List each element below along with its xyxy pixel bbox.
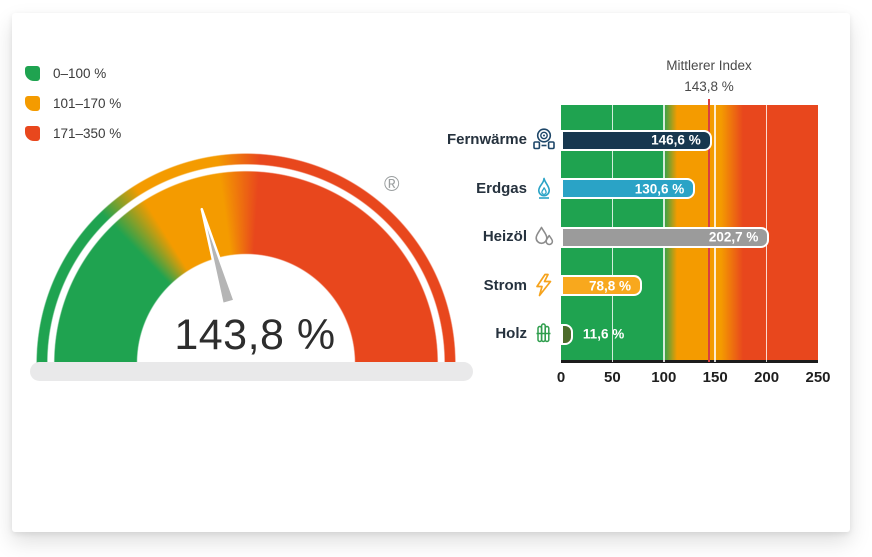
bar-strom: 78,8 % xyxy=(561,275,642,296)
bar-fernwrme: 146,6 % xyxy=(561,129,712,151)
bar-value-label: 78,8 % xyxy=(588,278,631,293)
x-tick-label: 0 xyxy=(556,369,566,386)
x-tick-label: 200 xyxy=(754,369,780,386)
bar-value-label: 11,6 % xyxy=(582,326,625,342)
legend-label: 171–350 % xyxy=(53,126,122,141)
infographic-card: 0–100 % 101–170 % 171–350 % 143,8 % ® Mitt… xyxy=(12,13,850,532)
legend-swatch-icon xyxy=(25,96,40,111)
gauge-needle xyxy=(200,207,236,306)
bar-value-label: 146,6 % xyxy=(651,132,701,148)
x-tick-label: 150 xyxy=(702,369,728,386)
gauge-ring xyxy=(36,153,456,364)
category-label-heizl: Heizöl xyxy=(482,228,527,245)
category-label-holz: Holz xyxy=(495,325,527,342)
bar-holz: 11,6 % xyxy=(561,323,624,345)
gauge-value: 143,8 % xyxy=(174,311,336,359)
lightning-icon xyxy=(530,272,558,300)
bar-chart-plot: 146,6 % 130,6 % 202,7 % 78,8 % 11,6 % xyxy=(561,99,818,363)
x-axis-baseline xyxy=(561,360,818,363)
legend-item: 171–350 % xyxy=(25,126,121,141)
gauge-needle-layer xyxy=(200,207,236,306)
legend: 0–100 % 101–170 % 171–350 % xyxy=(25,66,121,156)
category-label-strom: Strom xyxy=(483,276,527,294)
gauge: 143,8 % xyxy=(36,153,456,364)
district-heating-icon xyxy=(530,126,558,154)
chart-title-line2: 143,8 % xyxy=(684,79,734,94)
chart-title: Mittlerer Index 143,8 % xyxy=(666,55,752,97)
x-tick-label: 50 xyxy=(604,369,621,386)
legend-swatch-icon xyxy=(25,66,40,81)
gauge-base-bar xyxy=(30,362,473,381)
legend-item: 101–170 % xyxy=(25,96,121,111)
legend-swatch-icon xyxy=(25,126,40,141)
x-tick-label: 100 xyxy=(651,369,677,386)
registered-trademark-symbol: ® xyxy=(384,173,400,196)
oil-drops-icon xyxy=(530,223,558,251)
wood-icon xyxy=(530,320,558,348)
chart-title-line1: Mittlerer Index xyxy=(666,58,752,73)
legend-item: 0–100 % xyxy=(25,66,121,81)
category-label-fernwrme: Fernwärme xyxy=(446,131,527,148)
legend-label: 101–170 % xyxy=(53,96,122,111)
bar-value-label: 130,6 % xyxy=(634,181,685,196)
bar-heizl: 202,7 % xyxy=(561,226,770,248)
bar-erdgas: 130,6 % xyxy=(561,178,696,199)
gas-flame-icon xyxy=(530,175,558,203)
category-label-erdgas: Erdgas xyxy=(476,179,527,197)
bar-value-label: 202,7 % xyxy=(708,229,759,245)
legend-label: 0–100 % xyxy=(53,66,107,81)
x-tick-label: 250 xyxy=(805,369,831,386)
